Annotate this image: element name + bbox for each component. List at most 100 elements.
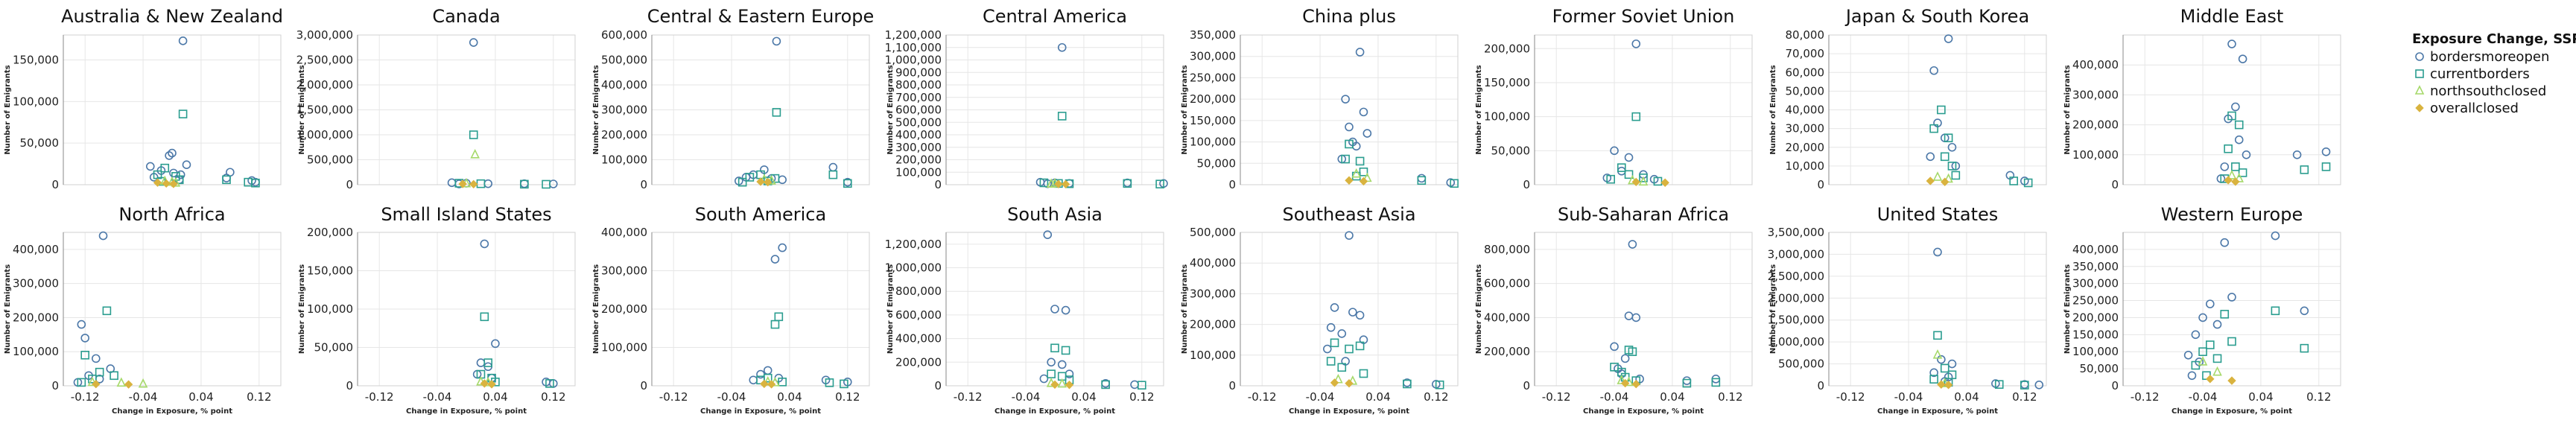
facet-japan-south-korea: Japan & South Korea 0 10,000 20,000 30,000 40… [1769,6,2047,191]
x-tick-label: 0.04 [1071,390,1096,404]
y-tick-label: 2,000,000 [296,78,353,92]
point-overallclosed [1926,177,1935,185]
y-axis-label: Number of Emigrants [886,65,895,154]
point-overallclosed [1330,378,1339,387]
x-axis-label: Change in Exposure, % point [1877,407,1998,416]
facet-title: North Africa [118,204,225,225]
point-northsouthclosed [2212,366,2222,376]
point-currentborders [1624,170,1634,179]
point-currentborders [476,179,486,188]
y-tick-label: 0 [346,379,353,392]
y-axis-label: Number of Emigrants [1769,264,1777,354]
point-bordersmoreopen [1345,231,1354,240]
point-bordersmoreopen [1130,380,1139,390]
point-overallclosed [1944,381,1953,390]
y-tick-label: 500,000 [895,115,942,129]
x-tick-label: -0.04 [1894,390,1923,404]
point-bordersmoreopen [2212,320,2222,329]
facet-western-europe: Western Europe 0 50,000 100,000 150,000 200,0… [2063,204,2341,416]
y-tick-label: 700,000 [895,91,942,104]
y-tick-label: 400,000 [895,332,942,346]
point-currentborders [840,379,848,389]
x-tick-label: -0.12 [365,390,394,404]
point-overallclosed [487,380,496,389]
y-tick-label: 50,000 [1786,84,1825,98]
y-tick-label: 100,000 [1190,136,1236,149]
point-currentborders [88,375,97,384]
x-tick-label: -0.04 [1306,390,1335,404]
point-northsouthclosed [2227,170,2237,179]
point-bordersmoreopen [1610,342,1619,352]
point-bordersmoreopen [1610,146,1619,156]
y-tick-label: 80,000 [1786,28,1825,42]
y-tick-label: 100,000 [307,302,353,316]
x-axis-label: Change in Exposure, % point [112,407,232,416]
x-tick-label: -0.12 [1542,390,1571,404]
y-axis-label: Number of Emigrants [2063,264,2072,354]
x-tick-label: 0.04 [2248,390,2273,404]
y-tick-label: 50,000 [1197,156,1237,170]
point-currentborders [80,350,89,360]
y-tick-label: 70,000 [1786,47,1825,60]
point-bordersmoreopen [1039,374,1049,384]
facet-title: Canada [432,6,500,27]
point-bordersmoreopen [1926,152,1935,162]
point-bordersmoreopen [176,170,185,179]
y-tick-label: 400,000 [1484,311,1530,324]
point-currentborders [95,367,104,377]
y-tick-label: 1,500,000 [1768,314,1824,327]
point-currentborders [483,358,493,367]
plot-frame [2122,34,2341,185]
point-currentborders [2227,111,2236,121]
point-currentborders [1933,331,1942,340]
x-tick-label: -0.12 [1836,390,1865,404]
point-currentborders [1101,380,1110,390]
y-tick-label: 0 [640,178,647,191]
facet-canada: Canada 0 500,000 1,000,000 1,500,000 2,000,00… [296,6,576,191]
y-axis-label: Number of Emigrants [298,65,306,154]
point-overallclosed [458,179,467,188]
y-tick-label: 500,000 [1190,226,1236,239]
point-northsouthclosed [116,377,127,387]
x-tick-label: 0.04 [777,390,802,404]
point-overallclosed [756,177,765,186]
point-currentborders [1435,380,1444,390]
x-axis-label: Change in Exposure, % point [1289,407,1409,416]
facet-title: Former Soviet Union [1552,6,1735,27]
point-currentborders [1138,381,1146,390]
point-bordersmoreopen [491,339,500,349]
y-tick-label: 0 [51,178,59,191]
point-overallclosed [764,177,773,187]
y-tick-label: 1,200,000 [885,238,942,251]
point-bordersmoreopen [77,320,86,329]
point-overallclosed [1941,177,1950,186]
point-currentborders [1937,105,1946,115]
point-currentborders [737,177,747,187]
y-tick-label: 100,000 [13,95,59,108]
y-tick-label: 100,000 [13,345,59,358]
point-currentborders [1929,124,1938,133]
y-tick-label: 1,500,000 [296,104,353,117]
x-tick-label: -0.04 [129,390,158,404]
y-tick-label: 200,000 [13,311,59,324]
y-tick-label: 200,000 [1190,318,1236,331]
facet-united-states: United States 0 500,000 1,000,000 1,500,000 2… [1768,204,2047,416]
y-axis-label: Number of Emigrants [592,264,600,354]
y-tick-label: 150,000 [307,264,353,278]
point-bordersmoreopen [1355,48,1365,57]
point-bordersmoreopen [1624,311,1634,320]
point-bordersmoreopen [1061,305,1070,315]
point-overallclosed [1937,380,1946,389]
facet-title: Western Europe [2161,204,2303,225]
point-currentborders [1639,174,1648,182]
point-overallclosed [153,178,162,187]
y-tick-label: 0 [1523,379,1530,392]
x-tick-label: 0.12 [247,390,271,404]
point-currentborders [1653,177,1663,186]
x-tick-label: 0.12 [1424,390,1448,404]
point-bordersmoreopen [182,160,191,169]
point-currentborders [1450,179,1459,188]
facet-title: South America [695,204,826,225]
facet-title: United States [1877,204,1999,225]
x-tick-label: 0.12 [835,390,860,404]
